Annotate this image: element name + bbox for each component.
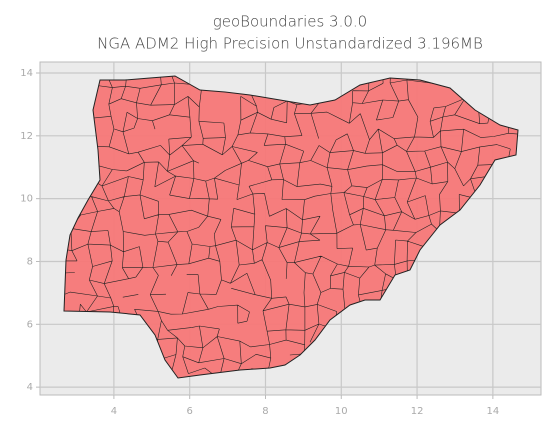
x-tick-label: 10 <box>335 406 348 417</box>
y-tick-label: 10 <box>20 194 33 205</box>
chart-title: geoBoundaries 3.0.0 <box>213 13 367 31</box>
chart-subtitle: NGA ADM2 High Precision Unstandardized 3… <box>97 35 483 53</box>
x-tick-label: 8 <box>262 406 268 417</box>
y-tick-label: 6 <box>27 319 33 330</box>
x-tick-label: 14 <box>487 406 500 417</box>
y-tick-label: 12 <box>20 131 33 142</box>
y-tick-label: 14 <box>20 68 33 79</box>
x-tick-label: 12 <box>411 406 424 417</box>
y-tick-label: 8 <box>27 256 33 267</box>
x-tick-label: 6 <box>187 406 193 417</box>
x-tick-label: 4 <box>111 406 117 417</box>
y-tick-label: 4 <box>27 382 33 393</box>
